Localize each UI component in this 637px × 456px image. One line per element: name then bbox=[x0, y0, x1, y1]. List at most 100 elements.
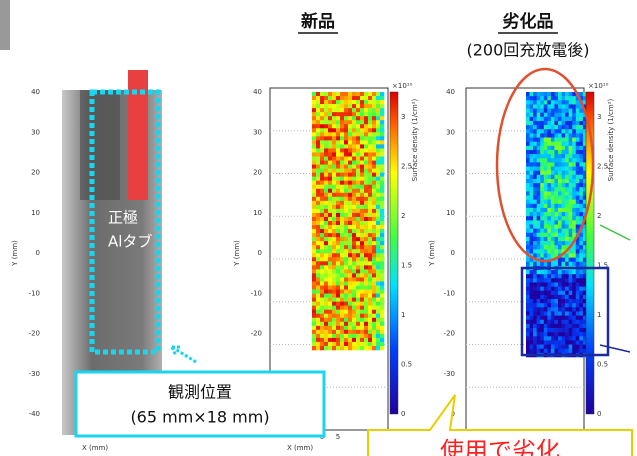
heat-cell bbox=[372, 189, 376, 193]
heat-cell bbox=[320, 229, 324, 233]
heat-cell bbox=[554, 96, 558, 100]
heat-cell bbox=[356, 290, 360, 294]
heat-cell bbox=[316, 152, 320, 156]
heat-cell bbox=[544, 109, 548, 113]
heat-cell bbox=[562, 167, 566, 171]
heat-cell bbox=[576, 200, 580, 204]
heat-cell bbox=[579, 133, 583, 137]
heat-cell bbox=[324, 326, 328, 330]
y-tick-label: 20 bbox=[446, 169, 455, 177]
heat-cell bbox=[579, 299, 583, 303]
heat-cell bbox=[360, 290, 364, 294]
heat-cell bbox=[336, 209, 340, 213]
heat-cell bbox=[360, 269, 364, 273]
heat-cell bbox=[530, 179, 534, 183]
heat-cell bbox=[380, 229, 384, 233]
heat-cell bbox=[328, 169, 332, 173]
heat-cell bbox=[340, 269, 344, 273]
heat-cell bbox=[558, 100, 562, 104]
heat-cell bbox=[328, 165, 332, 169]
heat-cell bbox=[579, 328, 583, 332]
heat-cell bbox=[328, 181, 332, 185]
heat-cell bbox=[572, 109, 576, 113]
heat-cell bbox=[344, 217, 348, 221]
heat-cell bbox=[364, 261, 368, 265]
colorbar bbox=[390, 92, 398, 414]
heat-cell bbox=[569, 278, 573, 282]
heat-cell bbox=[324, 229, 328, 233]
heat-cell bbox=[533, 262, 537, 266]
heat-cell bbox=[360, 100, 364, 104]
heat-cell bbox=[551, 291, 555, 295]
heat-cell bbox=[558, 282, 562, 286]
heat-cell bbox=[324, 225, 328, 229]
heat-cell bbox=[320, 277, 324, 281]
heat-cell bbox=[572, 332, 576, 336]
heat-cell bbox=[368, 257, 372, 261]
heat-cell bbox=[558, 104, 562, 108]
heat-cell bbox=[544, 282, 548, 286]
heat-cell bbox=[380, 233, 384, 237]
heat-cell bbox=[558, 146, 562, 150]
heat-cell bbox=[352, 213, 356, 217]
heat-cell bbox=[540, 349, 544, 353]
y-tick-label: 20 bbox=[253, 169, 262, 177]
heat-cell bbox=[380, 120, 384, 124]
heat-cell bbox=[332, 318, 336, 322]
heat-cell bbox=[551, 133, 555, 137]
heat-cell bbox=[547, 142, 551, 146]
heat-cell bbox=[316, 318, 320, 322]
heat-cell bbox=[344, 108, 348, 112]
heat-cell bbox=[533, 187, 537, 191]
heat-cell bbox=[526, 349, 530, 353]
heat-cell bbox=[579, 175, 583, 179]
heat-cell bbox=[380, 165, 384, 169]
heat-cell bbox=[312, 181, 316, 185]
heat-cell bbox=[533, 320, 537, 324]
heat-cell bbox=[554, 282, 558, 286]
heat-cell bbox=[320, 209, 324, 213]
heat-cell bbox=[364, 273, 368, 277]
heat-cell bbox=[332, 132, 336, 136]
heat-cell bbox=[344, 225, 348, 229]
heat-cell bbox=[526, 258, 530, 262]
heat-cell bbox=[336, 213, 340, 217]
heat-cell bbox=[526, 158, 530, 162]
heat-cell bbox=[554, 241, 558, 245]
heat-cell bbox=[320, 253, 324, 257]
heat-cell bbox=[537, 216, 541, 220]
heat-cell bbox=[320, 318, 324, 322]
heat-cell bbox=[572, 142, 576, 146]
heat-cell bbox=[360, 261, 364, 265]
heat-cell bbox=[372, 302, 376, 306]
heat-cell bbox=[376, 302, 380, 306]
heat-cell bbox=[328, 185, 332, 189]
heat-cell bbox=[372, 273, 376, 277]
heat-cell bbox=[360, 257, 364, 261]
heat-cell bbox=[332, 128, 336, 132]
heat-cell bbox=[312, 342, 316, 346]
heat-cell bbox=[565, 171, 569, 175]
heat-cell bbox=[340, 314, 344, 318]
heat-cell bbox=[547, 324, 551, 328]
heat-cell bbox=[544, 220, 548, 224]
heat-cell bbox=[332, 217, 336, 221]
heat-cell bbox=[576, 316, 580, 320]
heat-cell bbox=[312, 294, 316, 298]
heat-cell bbox=[364, 342, 368, 346]
heat-cell bbox=[547, 154, 551, 158]
heat-cell bbox=[360, 161, 364, 165]
heat-cell bbox=[336, 281, 340, 285]
heat-cell bbox=[572, 349, 576, 353]
heat-cell bbox=[312, 165, 316, 169]
heat-cell bbox=[368, 104, 372, 108]
heat-cell bbox=[544, 154, 548, 158]
heat-cell bbox=[530, 311, 534, 315]
heat-cell bbox=[368, 201, 372, 205]
heat-cell bbox=[576, 241, 580, 245]
heat-cell bbox=[526, 278, 530, 282]
heat-cell bbox=[340, 334, 344, 338]
heat-cell bbox=[526, 167, 530, 171]
heat-cell bbox=[352, 140, 356, 144]
heat-cell bbox=[530, 109, 534, 113]
